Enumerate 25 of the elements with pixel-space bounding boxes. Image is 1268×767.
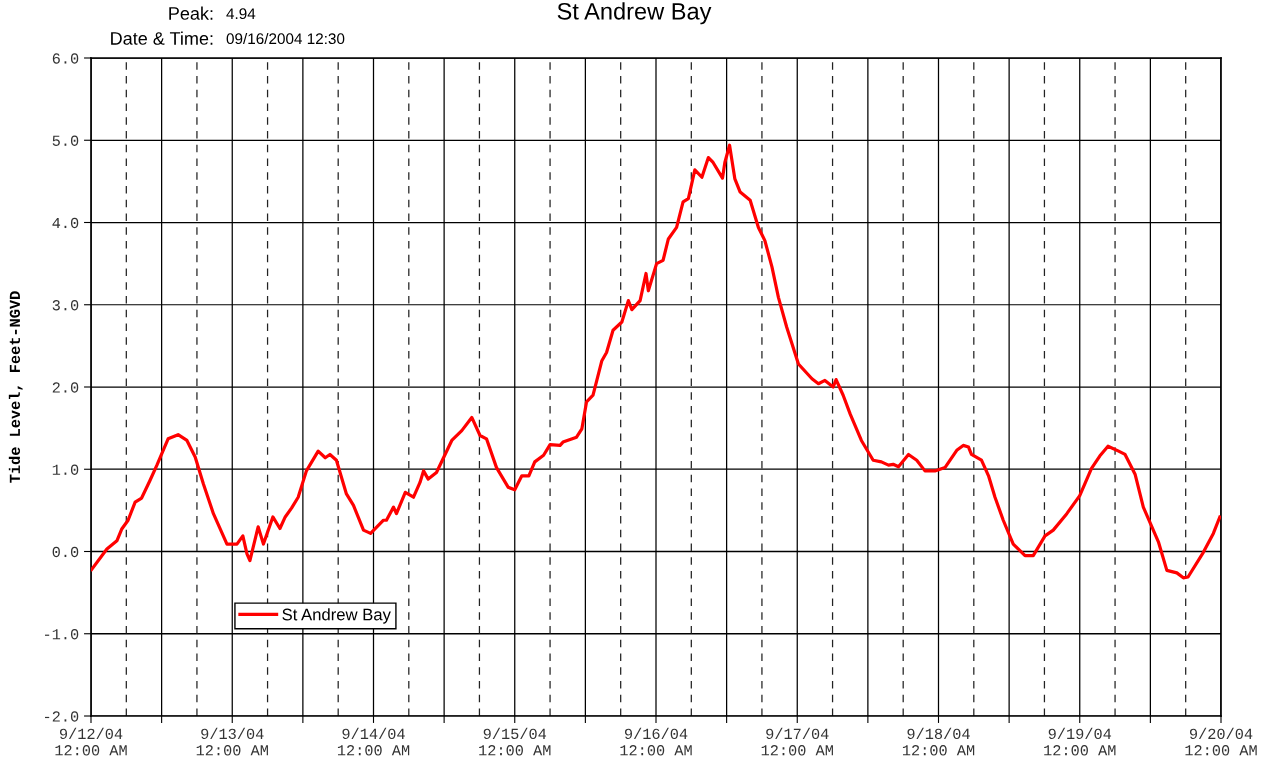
chart-title: St Andrew Bay <box>557 2 712 25</box>
x-tick-label: 9/20/04 12:00 AM <box>1185 727 1257 756</box>
y-tick-label: 5.0 <box>52 135 79 146</box>
x-tick-label: 9/13/04 12:00 AM <box>196 727 268 756</box>
y-tick-label: 4.0 <box>52 217 79 229</box>
x-tick-label: 9/16/04 12:00 AM <box>620 727 692 756</box>
y-tick-label: 3.0 <box>52 300 79 311</box>
x-tick-label: 9/15/04 12:00 AM <box>479 727 551 756</box>
y-axis-title: Tide Level, Feet-NGVD <box>8 291 23 483</box>
x-tick-label: 9/18/04 12:00 AM <box>902 727 975 756</box>
x-tick-label: 9/17/04 12:00 AM <box>761 727 833 756</box>
text: Date & Time: <box>111 31 213 45</box>
legend-label: St Andrew Bay <box>282 608 391 624</box>
x-tick-label: 9/19/04 12:00 AM <box>1044 727 1116 756</box>
x-tick-label: 9/14/04 12:00 AM <box>337 727 410 756</box>
x-tick-label: 9/12/04 12:00 AM <box>55 727 127 756</box>
y-tick-label: 1.0 <box>52 464 79 475</box>
text: 4.94 <box>226 8 256 20</box>
y-tick-label: 6.0 <box>52 53 79 64</box>
y-tick-label: 2.0 <box>52 382 79 393</box>
y-tick-label: 0.0 <box>52 546 79 558</box>
y-tick-label: -2.0 <box>45 711 79 722</box>
text: Peak: <box>169 6 213 20</box>
text: 09/16/2004 12:30 <box>226 32 345 45</box>
y-tick-label: -1.0 <box>45 629 79 640</box>
